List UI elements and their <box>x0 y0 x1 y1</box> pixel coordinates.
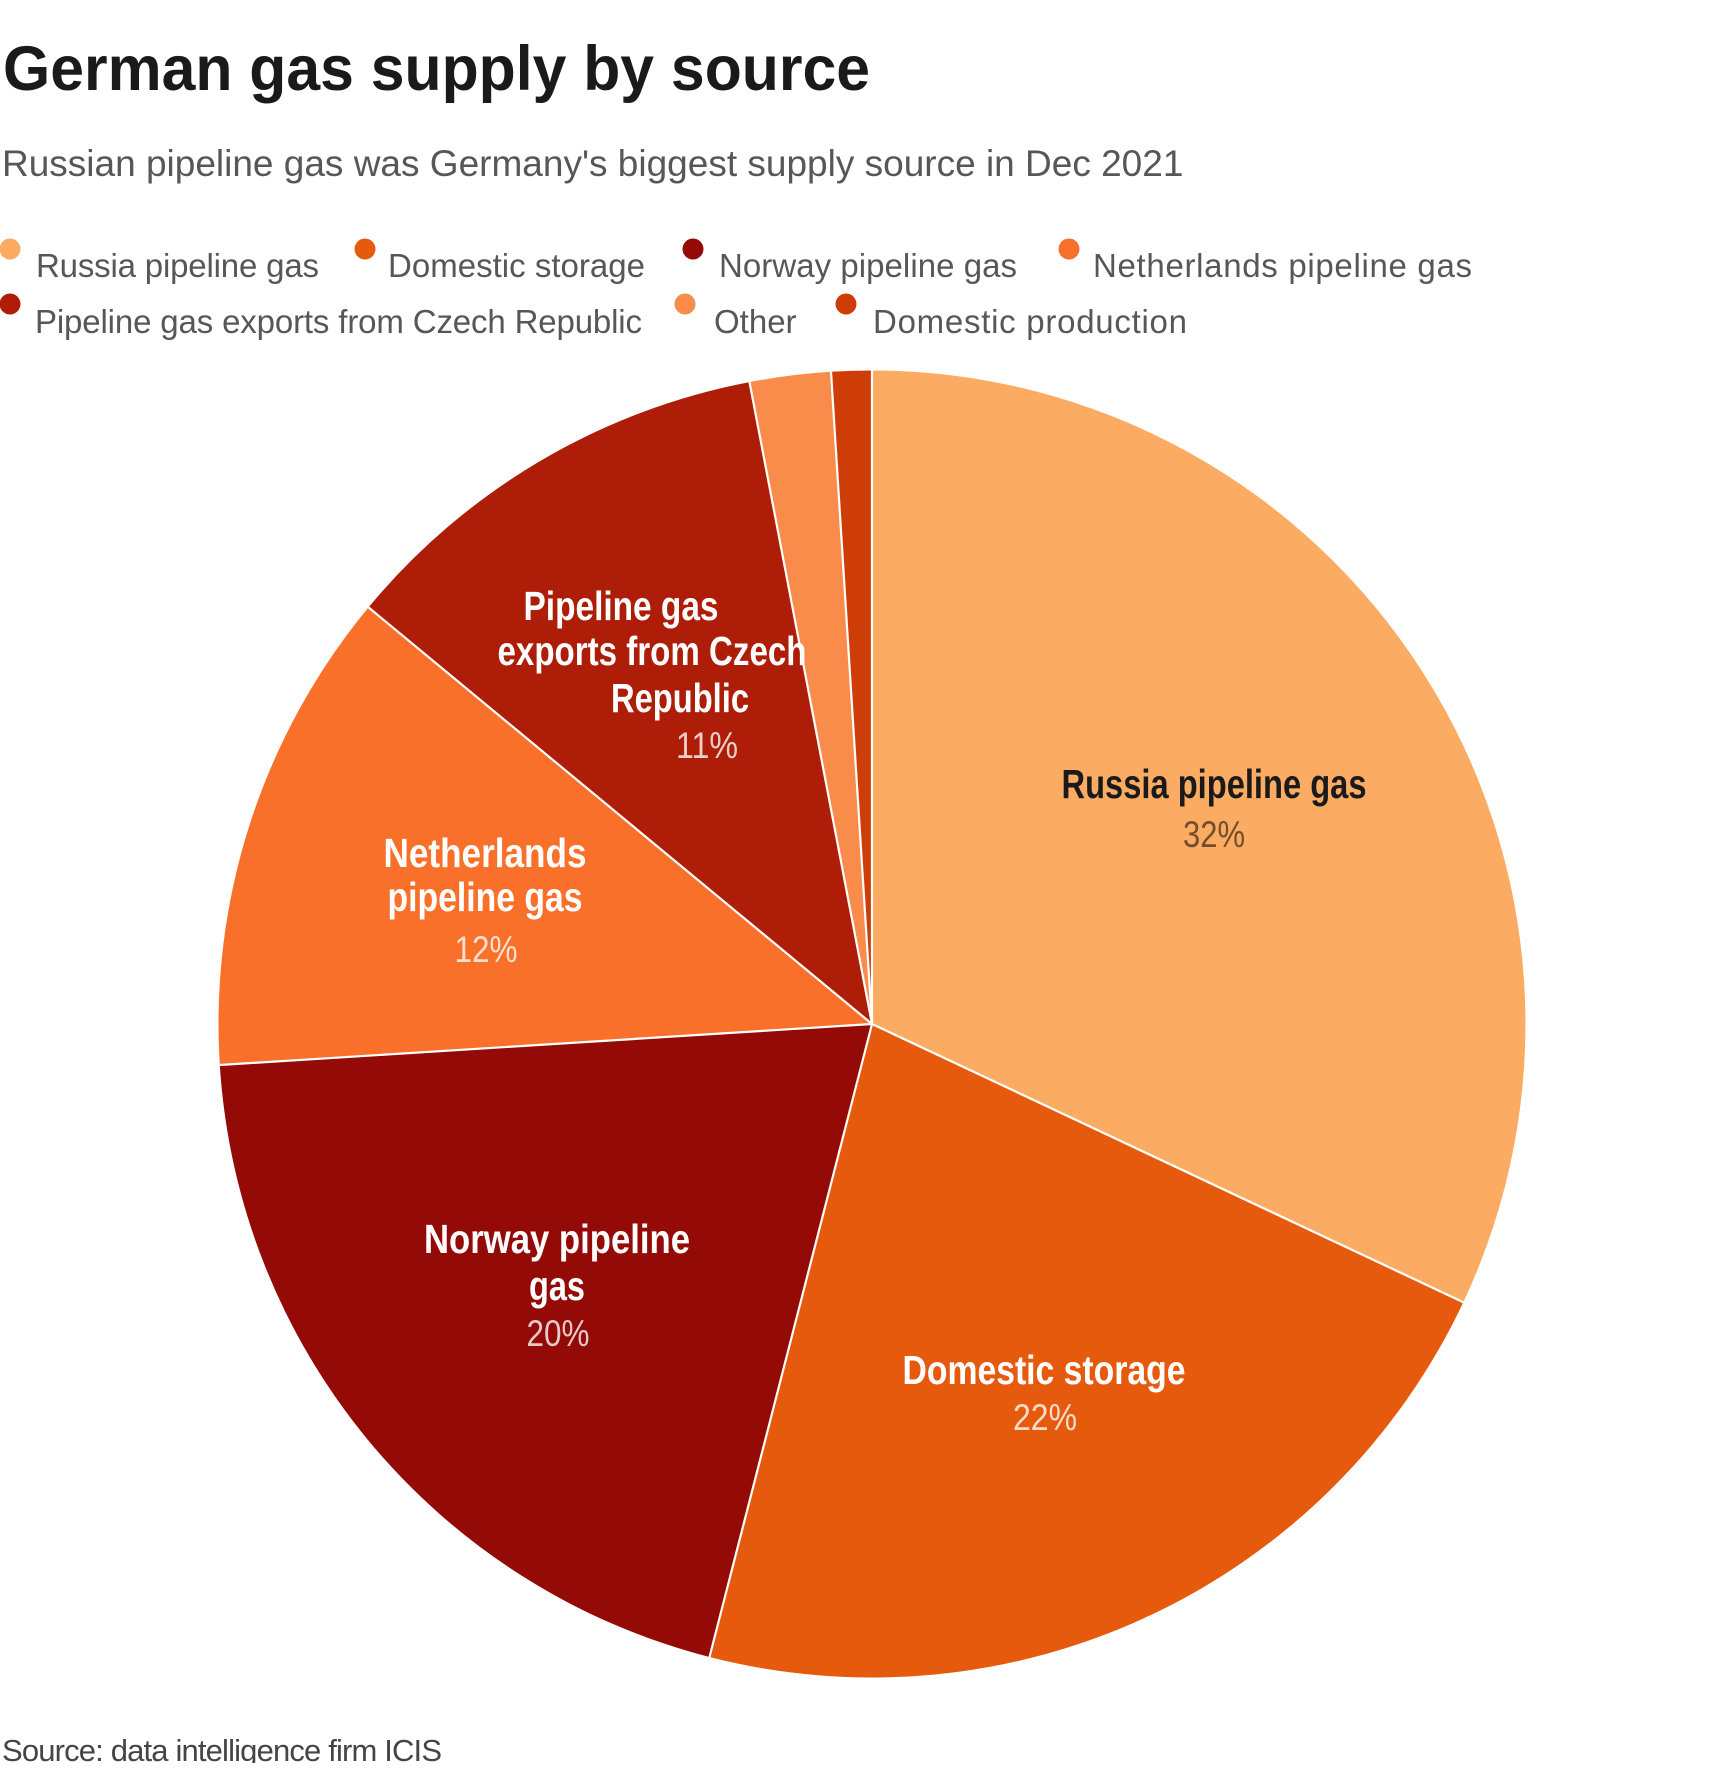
svg-text:22%: 22% <box>1013 1397 1077 1438</box>
svg-text:Pipeline gas: Pipeline gas <box>524 583 719 629</box>
svg-text:exports from Czech: exports from Czech <box>498 628 807 674</box>
svg-text:Domestic storage: Domestic storage <box>903 1347 1186 1393</box>
svg-text:gas: gas <box>529 1263 585 1309</box>
svg-text:Russia pipeline gas: Russia pipeline gas <box>1062 761 1367 807</box>
svg-text:Pipeline gas exports from Czec: Pipeline gas exports from Czech Republic <box>35 303 642 340</box>
svg-text:Other: Other <box>714 303 797 340</box>
svg-text:Russia pipeline gas: Russia pipeline gas <box>36 247 319 284</box>
svg-text:32%: 32% <box>1183 814 1245 855</box>
svg-text:Norway pipeline gas: Norway pipeline gas <box>719 247 1017 284</box>
svg-text:Domestic production: Domestic production <box>873 303 1187 340</box>
svg-text:Russian pipeline gas was Germa: Russian pipeline gas was Germany's bigge… <box>2 143 1183 184</box>
svg-text:Republic: Republic <box>611 675 749 721</box>
svg-text:pipeline gas: pipeline gas <box>388 874 583 920</box>
svg-text:11%: 11% <box>676 725 738 766</box>
svg-text:German gas supply by source: German gas supply by source <box>3 34 870 104</box>
svg-text:Domestic storage: Domestic storage <box>388 247 645 284</box>
svg-text:Netherlands: Netherlands <box>384 830 587 876</box>
svg-text:12%: 12% <box>455 929 518 970</box>
svg-text:Norway pipeline: Norway pipeline <box>424 1216 690 1262</box>
svg-text:Source: data intelligence firm: Source: data intelligence firm ICIS <box>2 1733 442 1763</box>
svg-text:Netherlands pipeline gas: Netherlands pipeline gas <box>1093 247 1472 284</box>
svg-text:20%: 20% <box>527 1313 590 1354</box>
